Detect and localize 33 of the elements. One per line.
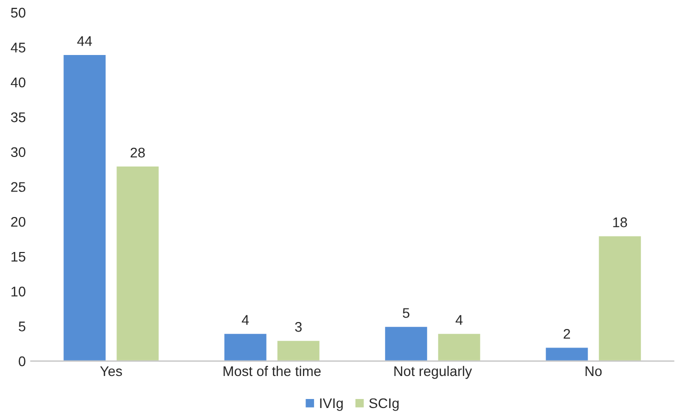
data-label: 4 — [456, 315, 463, 325]
x-tick-label: Yes — [100, 366, 122, 376]
x-tick-label: Not regularly — [394, 366, 472, 379]
y-tick-label: 15 — [12, 252, 26, 262]
y-tick-label: 45 — [10, 42, 26, 52]
bar — [222, 332, 268, 362]
bar — [436, 332, 482, 362]
bar — [544, 346, 590, 362]
data-label: 18 — [613, 217, 628, 228]
y-tick-label: 25 — [11, 182, 26, 192]
data-label: 28 — [130, 148, 145, 158]
bar — [384, 325, 429, 362]
y-tick-label: 30 — [11, 147, 26, 158]
bar — [597, 234, 642, 362]
x-tick-label: No — [586, 366, 602, 376]
y-tick-label: 0 — [18, 356, 26, 366]
y-tick-label: 40 — [10, 78, 26, 88]
y-tick-label: 20 — [11, 216, 26, 227]
bar — [62, 54, 108, 362]
data-label: 5 — [402, 308, 410, 318]
legend-label: IVIg — [320, 398, 343, 411]
y-tick-label: 5 — [18, 322, 26, 332]
legend-label: SCIg — [369, 398, 399, 411]
x-tick-label: Most of the time — [224, 366, 321, 376]
y-tick-label: 50 — [11, 8, 26, 18]
y-tick-label: 10 — [12, 286, 26, 296]
y-tick-label: 35 — [11, 112, 26, 122]
data-label: 44 — [77, 36, 92, 46]
data-label: 3 — [295, 322, 302, 332]
bar — [115, 165, 160, 362]
data-label: 4 — [242, 315, 249, 325]
data-label: 2 — [564, 328, 570, 339]
bar — [276, 339, 321, 362]
